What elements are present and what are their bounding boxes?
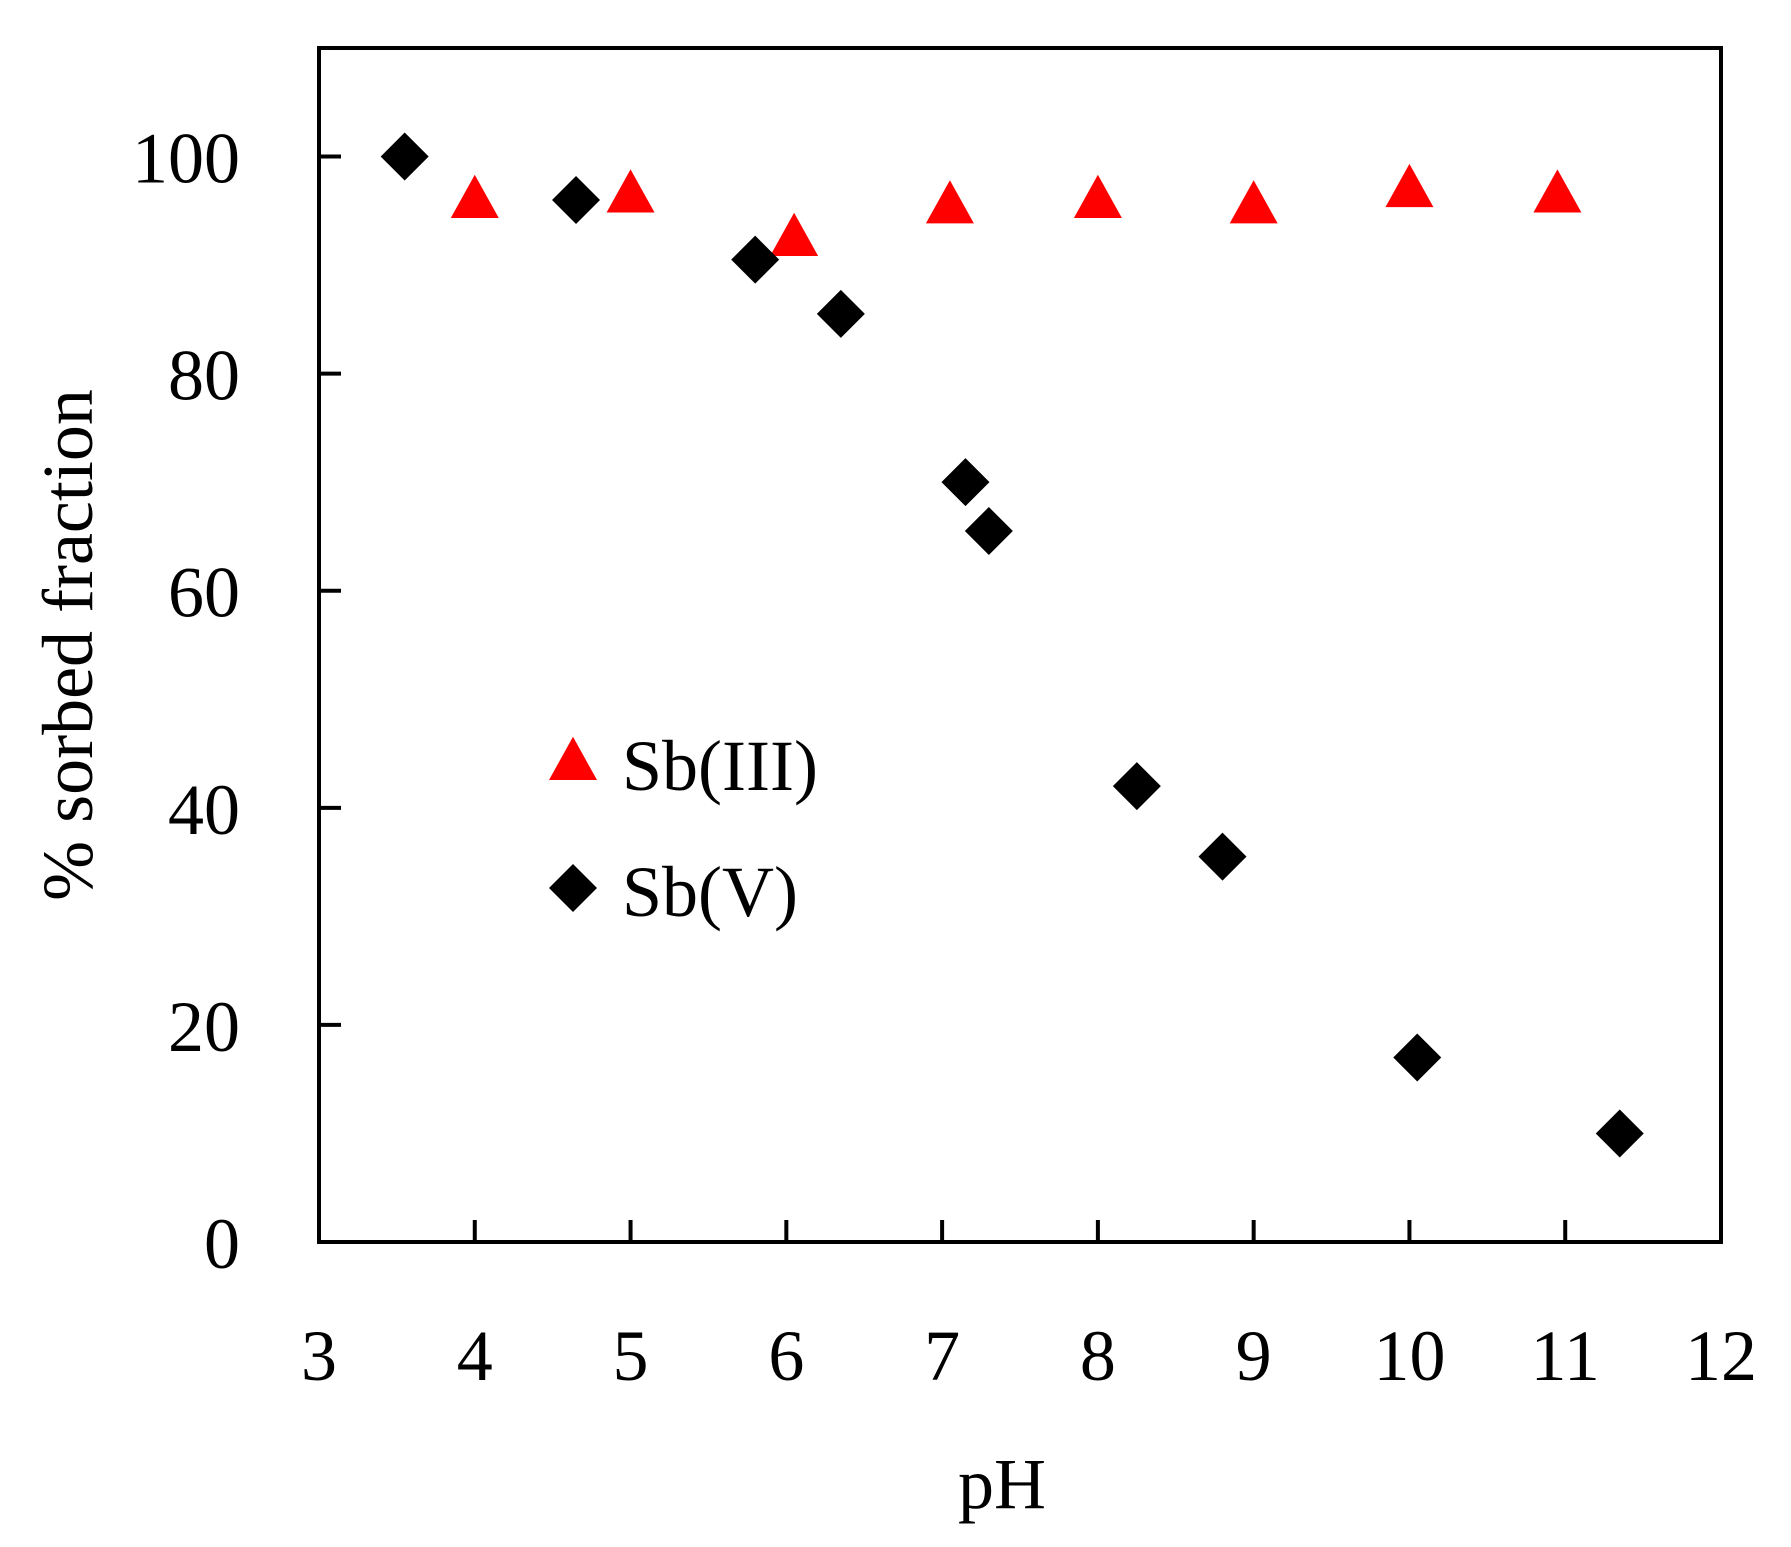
sb-iii-point xyxy=(925,180,974,224)
x-tick-label: 6 xyxy=(768,1316,804,1396)
x-tick-label: 7 xyxy=(924,1316,960,1396)
x-tick-label: 9 xyxy=(1236,1316,1272,1396)
y-tick-label: 80 xyxy=(168,336,240,416)
y-tick-label: 60 xyxy=(168,553,240,633)
y-tick-label: 20 xyxy=(168,987,240,1067)
sb-v-point xyxy=(941,458,990,507)
sb-iii-point xyxy=(770,212,819,256)
legend-label: Sb(III) xyxy=(622,726,818,806)
sb-iii-point xyxy=(1229,180,1278,224)
data-points xyxy=(380,132,1644,1158)
y-axis-label: % sorbed fraction xyxy=(28,389,108,901)
y-tick-label: 40 xyxy=(168,770,240,850)
sb-v-point xyxy=(1393,1033,1442,1082)
x-tick-label: 3 xyxy=(301,1316,337,1396)
sb-v-point xyxy=(964,507,1013,556)
plot-area-frame xyxy=(317,46,1723,1244)
y-axis-ticks: 0 20 40 60 80 100 xyxy=(132,119,341,1284)
x-tick-label: 5 xyxy=(613,1316,649,1396)
sb-v-point xyxy=(1198,832,1247,881)
sb-iii-point xyxy=(450,174,499,218)
x-tick-label: 8 xyxy=(1080,1316,1116,1396)
sb-v-point xyxy=(1112,762,1161,811)
sb-v-point xyxy=(552,175,601,224)
x-tick-label: 10 xyxy=(1373,1316,1445,1396)
legend-diamond-icon xyxy=(549,864,597,912)
y-tick-label: 100 xyxy=(132,119,240,199)
sb-iii-point xyxy=(1073,174,1122,218)
legend: Sb(III) Sb(V) xyxy=(549,726,818,932)
x-tick-label: 12 xyxy=(1685,1316,1757,1396)
sb-v-point xyxy=(816,289,865,338)
legend-triangle-icon xyxy=(549,736,597,780)
sb-iii-point xyxy=(606,169,655,213)
sb-v-point xyxy=(1595,1109,1644,1158)
sb-iii-point xyxy=(1385,163,1434,208)
x-axis-label: pH xyxy=(958,1444,1046,1524)
x-axis-ticks: 3 4 5 6 7 8 9 10 11 12 xyxy=(301,1220,1757,1396)
sb-v-point xyxy=(731,235,780,284)
sb-v-point xyxy=(380,132,429,181)
y-tick-label: 0 xyxy=(204,1204,240,1284)
sb-iii-point xyxy=(1533,169,1582,213)
x-tick-label: 4 xyxy=(457,1316,493,1396)
legend-label: Sb(V) xyxy=(622,852,798,932)
x-tick-label: 11 xyxy=(1531,1316,1600,1396)
